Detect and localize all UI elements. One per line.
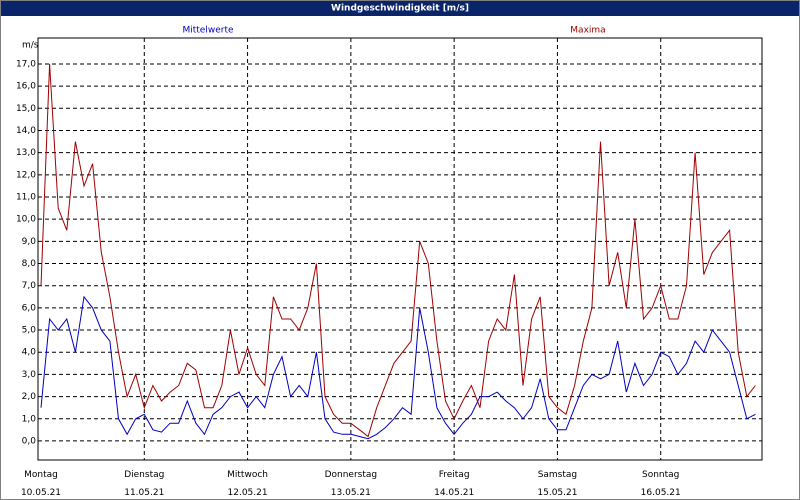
x-tick-label: Samstag 15.05.21 bbox=[537, 470, 578, 498]
chart-title: Windgeschwindigkeit [m/s] bbox=[331, 4, 469, 14]
y-tick-label: 3,0 bbox=[22, 370, 37, 380]
y-tick-label: 2,0 bbox=[22, 392, 37, 402]
y-tick-label: 8,0 bbox=[22, 259, 37, 269]
legend-label: Maxima bbox=[570, 26, 605, 36]
series-line bbox=[40, 295, 756, 440]
y-tick-label: 17,0 bbox=[16, 59, 36, 69]
y-tick-label: 5,0 bbox=[22, 326, 37, 336]
x-tick-label: Montag 10.05.21 bbox=[20, 470, 62, 498]
y-tick-label: 0,0 bbox=[22, 436, 37, 446]
x-tick-label: Dienstag 11.05.21 bbox=[124, 470, 165, 498]
y-tick-label: 12,0 bbox=[16, 170, 36, 180]
x-tick-label: Sonntag 16.05.21 bbox=[640, 470, 681, 498]
y-tick-label: 6,0 bbox=[22, 303, 37, 313]
legend-label: Mittelwerte bbox=[182, 26, 233, 36]
series-line bbox=[40, 63, 756, 438]
x-tick-label: Freitag 14.05.21 bbox=[434, 470, 475, 498]
x-tick-label: Donnerstag 13.05.21 bbox=[324, 470, 378, 498]
y-tick-label: 15,0 bbox=[16, 104, 36, 114]
y-tick-label: 16,0 bbox=[16, 82, 36, 92]
y-axis-label: m/s bbox=[22, 41, 39, 51]
y-tick-label: 11,0 bbox=[16, 192, 36, 202]
y-tick-label: 7,0 bbox=[22, 281, 37, 291]
y-tick-label: 13,0 bbox=[16, 148, 36, 158]
y-tick-label: 1,0 bbox=[22, 414, 37, 424]
title-bar bbox=[0, 0, 800, 16]
x-tick-label: Mittwoch 12.05.21 bbox=[227, 470, 268, 498]
y-tick-label: 14,0 bbox=[16, 126, 36, 136]
y-tick-label: 4,0 bbox=[22, 348, 37, 358]
y-tick-label: 10,0 bbox=[16, 215, 36, 225]
y-tick-label: 9,0 bbox=[22, 237, 37, 247]
